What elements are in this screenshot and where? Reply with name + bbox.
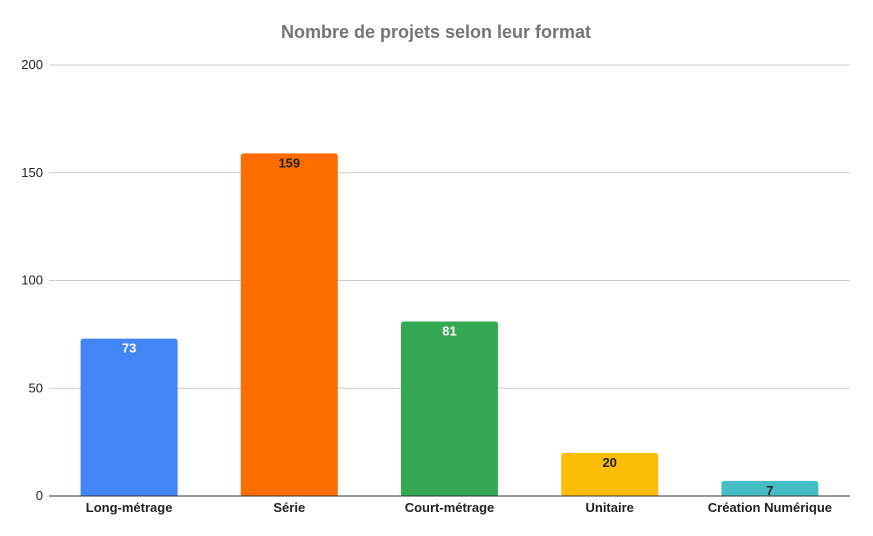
x-tick-label: Création Numérique [708,500,832,515]
y-tick-label: 150 [21,165,43,180]
x-tick-label: Série [273,500,305,515]
y-tick-label: 0 [36,488,43,503]
data-label: 159 [278,155,300,170]
bar [240,153,338,497]
y-tick-label: 50 [29,380,43,395]
data-label: 73 [122,341,136,356]
y-tick-label: 200 [21,57,43,72]
x-tick-label: Unitaire [585,500,633,515]
bar [561,452,659,496]
y-tick-label: 100 [21,273,43,288]
data-label: 81 [442,323,456,338]
bar [401,321,498,496]
x-axis-ticks: Long-métrage Série Court-métrage Unitaire Cr… [86,500,832,515]
x-tick-label: Long-métrage [86,500,173,515]
chart-title: Nombre de projets selon leur format [281,22,591,42]
y-axis-ticks: 0 50 100 150 200 [21,57,43,503]
bar [80,338,178,496]
data-label: 20 [602,455,616,470]
bar [721,480,819,496]
bars [80,153,819,497]
data-labels: 73 159 81 20 7 [122,155,774,498]
data-label: 7 [766,483,773,498]
x-tick-label: Court-métrage [405,500,495,515]
